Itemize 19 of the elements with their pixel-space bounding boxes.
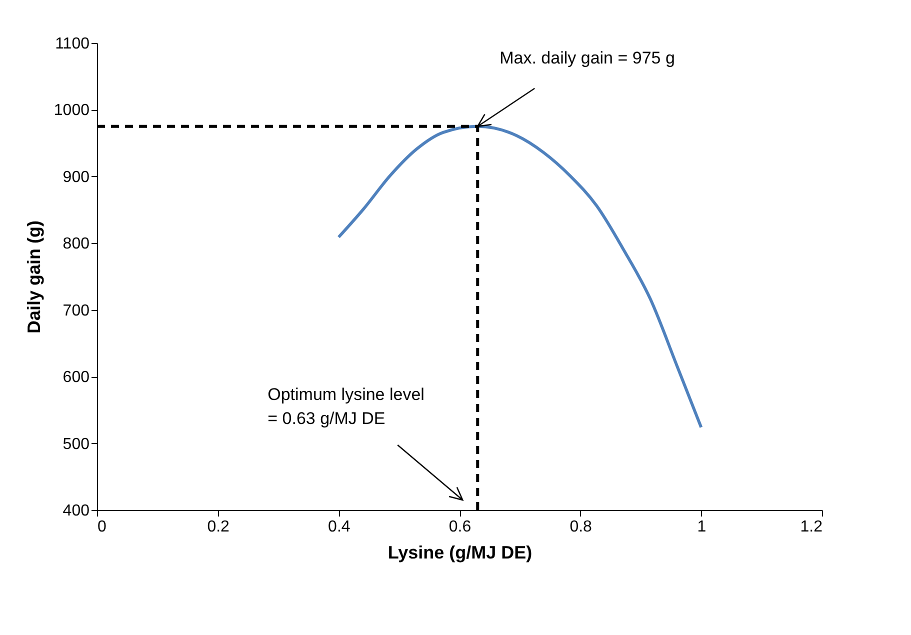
x-tick-label: 0.4 (328, 518, 350, 536)
y-tick-label: 1000 (54, 102, 90, 120)
y-tick-label: 800 (62, 236, 90, 253)
y-tick-label: 500 (62, 436, 90, 453)
y-tick-label: 900 (62, 168, 90, 186)
x-tick-label: 0 (98, 518, 106, 536)
y-tick-label: 400 (62, 502, 90, 520)
x-axis-title: Lysine (g/MJ DE) (388, 542, 532, 562)
y-axis-title: Daily gain (g) (24, 220, 44, 334)
annotation: Optimum lysine level = 0.63 g/MJ DE (268, 385, 424, 428)
x-tick-label: 0.8 (570, 518, 592, 536)
x-tick-label: 0.6 (448, 518, 472, 536)
y-tick-label: 700 (62, 302, 90, 320)
y-tick-label: 1100 (55, 36, 90, 52)
y-tick-label: 600 (62, 369, 90, 386)
annotation: Max. daily gain = 975 g (500, 48, 675, 68)
x-tick-label: 1.2 (800, 518, 823, 536)
x-tick-label: 0.2 (207, 518, 230, 536)
x-tick-label: 1 (697, 518, 706, 536)
